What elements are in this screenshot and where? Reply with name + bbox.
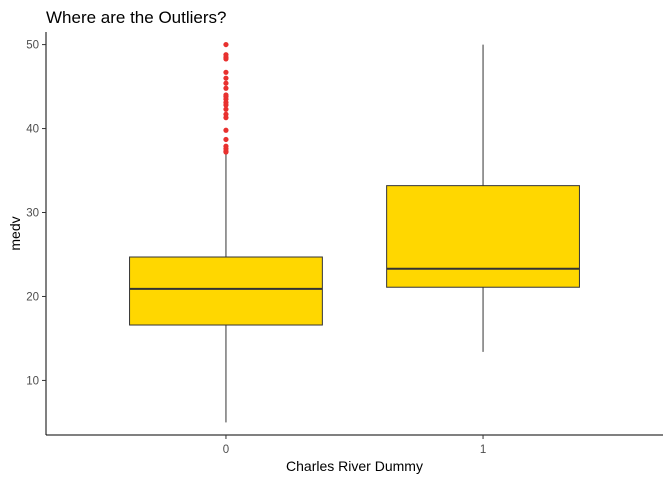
box-iqr — [386, 185, 580, 288]
x-tick-label: 0 — [223, 444, 229, 456]
x-tick-label: 1 — [480, 444, 486, 456]
chart-title: Where are the Outliers? — [46, 8, 226, 27]
box-iqr — [129, 256, 323, 326]
outlier-point — [223, 136, 229, 143]
outlier-point — [223, 85, 229, 91]
x-axis-title: Charles River Dummy — [286, 458, 423, 474]
y-axis-title: medv — [7, 216, 23, 250]
outlier-point — [223, 41, 229, 48]
y-tick-label: 50 — [26, 40, 39, 52]
y-tick-label: 10 — [26, 375, 39, 387]
outlier-point — [223, 80, 229, 86]
outlier-point — [223, 111, 229, 117]
y-tick-label: 40 — [26, 124, 39, 136]
outlier-point — [223, 75, 229, 81]
y-tick-label: 20 — [26, 291, 39, 303]
outlier-point — [223, 143, 229, 149]
outlier-point — [223, 52, 229, 58]
plot-area: 10 20 30 40 50 0 1 — [26, 32, 663, 456]
outlier-point — [223, 127, 229, 133]
outlier-point — [223, 106, 229, 112]
outlier-point — [223, 69, 229, 75]
outlier-point — [223, 92, 229, 98]
y-tick-label: 30 — [26, 208, 39, 220]
